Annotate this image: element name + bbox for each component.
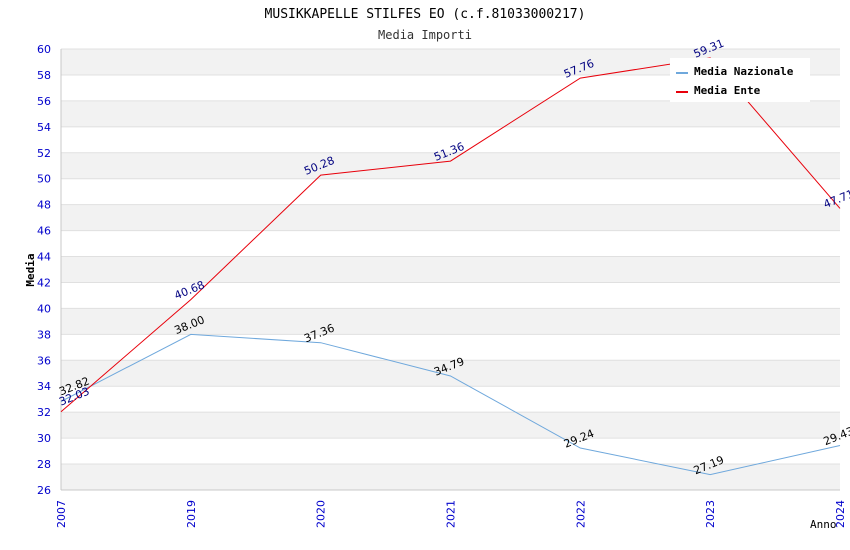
legend-label-ente: Media Ente — [694, 84, 761, 97]
y-tick-label: 58 — [37, 69, 51, 82]
grid-band — [61, 100, 840, 127]
y-tick-label: 34 — [37, 380, 51, 393]
grid-bands — [61, 48, 840, 491]
y-tick-label: 48 — [37, 199, 51, 212]
x-tick-label: 2019 — [185, 500, 198, 528]
y-tick-label: 54 — [37, 121, 51, 134]
y-tick-label: 26 — [37, 484, 51, 497]
grid-band — [61, 282, 840, 309]
series-line-ente — [60, 57, 841, 413]
y-tick-label: 40 — [37, 302, 51, 315]
grid-band — [61, 412, 840, 439]
x-tick-label: 2021 — [445, 500, 458, 528]
axes — [60, 49, 840, 491]
grid-band — [61, 386, 840, 413]
y-tick-label: 56 — [37, 95, 51, 108]
y-tick-label: 30 — [37, 432, 51, 445]
x-tick-label: 2020 — [315, 500, 328, 528]
grid-band — [61, 230, 840, 257]
y-tick-label: 46 — [37, 225, 51, 238]
legend-label-nazionale: Media Nazionale — [694, 65, 794, 78]
grid-band — [61, 464, 840, 490]
y-tick-label: 32 — [37, 406, 51, 419]
grid-band — [61, 438, 840, 465]
grid-band — [61, 360, 840, 387]
series-lines — [60, 57, 841, 476]
y-tick-label: 50 — [37, 173, 51, 186]
y-tick-label: 38 — [37, 328, 51, 341]
y-axis-label: Media — [24, 253, 37, 286]
x-tick-label: 2007 — [55, 500, 68, 528]
x-tick-label: 2023 — [704, 500, 717, 528]
grid-band — [61, 178, 840, 205]
x-tick-labels: 2007 2019 2020 2021 2022 2023 2024 — [55, 500, 847, 528]
grid-band — [61, 152, 840, 179]
y-tick-label: 36 — [37, 354, 51, 367]
legend: Media Nazionale Media Ente — [670, 58, 810, 102]
x-tick-label: 2024 — [834, 500, 847, 528]
grid-band — [61, 204, 840, 231]
y-tick-label: 52 — [37, 147, 51, 160]
y-tick-label: 42 — [37, 276, 51, 289]
grid-band — [61, 256, 840, 283]
y-tick-label: 60 — [37, 43, 51, 56]
y-tick-labels: 26 28 30 32 34 36 38 40 42 44 46 48 50 52 54 56 58 60 — [37, 43, 51, 497]
chart-title: MUSIKKAPELLE STILFES EO (c.f.81033000217… — [265, 7, 586, 22]
x-axis-label: Anno — [810, 518, 837, 531]
grid-band — [61, 308, 840, 335]
y-tick-label: 28 — [37, 458, 51, 471]
grid-band — [61, 334, 840, 361]
chart-subtitle: Media Importi — [378, 28, 472, 42]
y-tick-label: 44 — [37, 251, 51, 264]
legend-box — [670, 58, 810, 102]
grid-band — [61, 126, 840, 153]
x-tick-label: 2022 — [574, 500, 587, 528]
series-line-nazionale — [60, 333, 841, 476]
